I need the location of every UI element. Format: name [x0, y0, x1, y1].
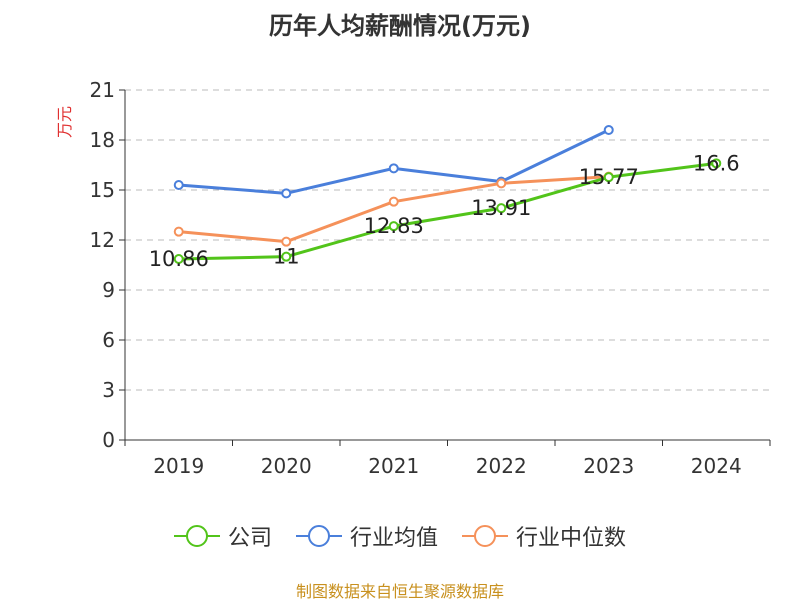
y-axis-label: 万元 [55, 106, 74, 138]
source-note: 制图数据来自恒生聚源数据库 [295, 582, 504, 601]
data-point [496, 178, 507, 189]
axes: 0 3 6 9 12 15 18 21 2019 2020 2021 2022 2023 2024 万元 [55, 78, 771, 478]
chart-title: 历年人均薪酬情况(万元) [269, 12, 531, 40]
y-tick-label: 18 [90, 128, 115, 152]
legend-item-company[interactable]: 公司 [173, 520, 272, 552]
data-label: 13.91 [471, 196, 531, 220]
series-line [178, 161, 717, 261]
legend-item-industry-mean[interactable]: 行业均值 [295, 520, 438, 552]
data-label: 11 [273, 245, 300, 269]
y-tick-label: 0 [102, 428, 115, 452]
legend-label: 行业中位数 [516, 526, 627, 551]
data-point [281, 188, 292, 199]
x-tick-label: 2021 [368, 454, 419, 478]
data-label: 12.83 [364, 214, 424, 238]
data-label: 10.86 [149, 247, 209, 271]
data-labels: 10.86 11 12.83 13.91 15.77 16.6 [149, 151, 740, 271]
data-point [711, 158, 722, 169]
data-point [281, 251, 292, 262]
data-label: 15.77 [579, 165, 639, 189]
x-tick-label: 2023 [583, 454, 634, 478]
data-point [388, 163, 399, 174]
data-point [281, 236, 292, 247]
legend-item-industry-median[interactable]: 行业中位数 [462, 520, 626, 552]
y-tick-label: 6 [102, 328, 115, 352]
data-point [496, 203, 507, 214]
data-point [173, 180, 184, 190]
legend-marker-icon [295, 525, 342, 547]
y-tick-label: 3 [102, 378, 115, 402]
y-tick-label: 21 [90, 78, 115, 102]
x-tick-label: 2019 [153, 454, 204, 478]
y-tick-label: 12 [90, 228, 115, 252]
gridlines [125, 89, 770, 391]
y-tick-label: 9 [102, 278, 115, 302]
data-label: 16.6 [693, 151, 740, 175]
y-tick-label: 15 [90, 178, 115, 202]
data-point [173, 254, 184, 264]
legend-marker-icon [462, 525, 508, 547]
x-tick-label: 2024 [691, 454, 742, 478]
data-point [388, 221, 399, 232]
x-tick-label: 2020 [261, 454, 312, 478]
data-point [603, 172, 614, 183]
legend-label: 行业均值 [349, 526, 438, 551]
data-point [173, 226, 184, 237]
data-point [603, 125, 614, 135]
legend: 公司 行业均值 行业中位数 [0, 520, 800, 552]
legend-marker-icon [173, 525, 220, 547]
series [173, 125, 722, 264]
legend-label: 公司 [227, 526, 272, 551]
x-tick-label: 2022 [476, 454, 527, 478]
data-point [388, 196, 399, 207]
